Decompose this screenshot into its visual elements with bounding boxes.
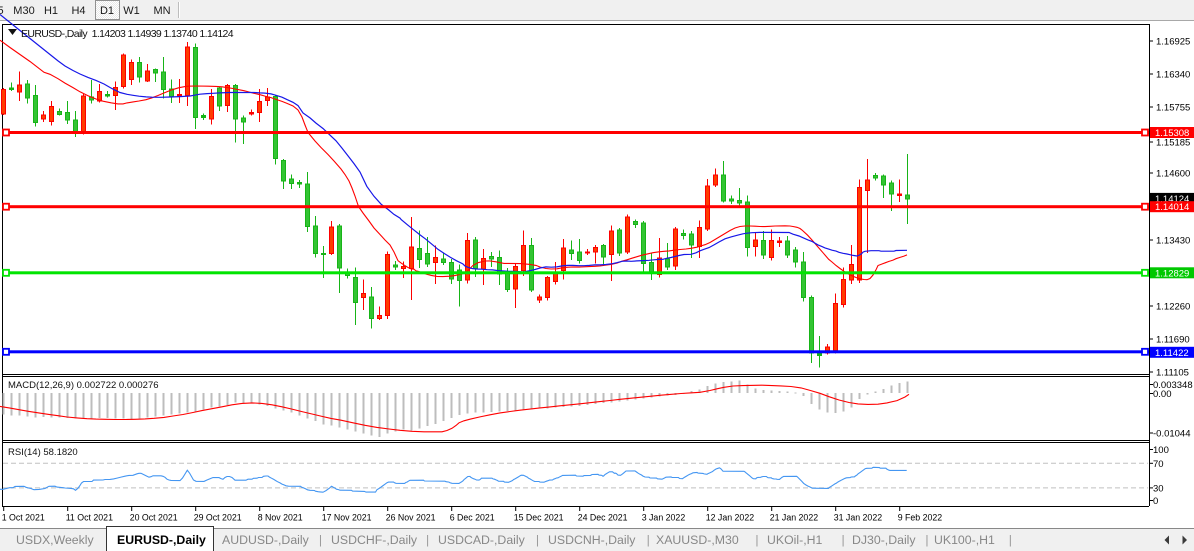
svg-text:EURUSD-,Daily 1.14203 1.14939: EURUSD-,Daily 1.14203 1.14939 1.13740 1.… — [21, 28, 234, 40]
svg-text:1.15308: 1.15308 — [1155, 128, 1189, 139]
svg-text:0: 0 — [1153, 496, 1158, 507]
svg-text:DJ30-,Daily: DJ30-,Daily — [852, 533, 916, 547]
svg-text:17 Nov 2021: 17 Nov 2021 — [322, 512, 372, 522]
svg-text:1.16925: 1.16925 — [1156, 37, 1190, 48]
svg-text:|: | — [842, 533, 845, 547]
svg-text:UK100-,H1: UK100-,H1 — [934, 533, 995, 547]
svg-text:1.12829: 1.12829 — [1155, 268, 1189, 279]
svg-text:USDCAD-,Daily: USDCAD-,Daily — [438, 533, 526, 547]
svg-text:D1: D1 — [100, 5, 114, 17]
svg-text:XAUUSD-,M30: XAUUSD-,M30 — [656, 533, 739, 547]
svg-text:USDX,Weekly: USDX,Weekly — [16, 533, 95, 547]
svg-text:|: | — [1009, 533, 1012, 547]
svg-text:3 Jan 2022: 3 Jan 2022 — [642, 512, 686, 522]
svg-text:|: | — [426, 533, 429, 547]
svg-text:USDCNH-,Daily: USDCNH-,Daily — [548, 533, 636, 547]
svg-text:24 Dec 2021: 24 Dec 2021 — [578, 512, 628, 522]
svg-text:70: 70 — [1153, 459, 1164, 470]
svg-text:29 Oct 2021: 29 Oct 2021 — [194, 512, 242, 522]
svg-text:M30: M30 — [13, 5, 34, 17]
svg-text:1.13430: 1.13430 — [1156, 236, 1190, 247]
svg-text:1.16340: 1.16340 — [1156, 70, 1190, 81]
svg-text:1 Oct 2021: 1 Oct 2021 — [2, 512, 45, 522]
svg-text:9 Feb 2022: 9 Feb 2022 — [898, 512, 943, 522]
svg-text:5: 5 — [0, 5, 4, 17]
svg-text:20 Oct 2021: 20 Oct 2021 — [130, 512, 178, 522]
svg-text:0.00: 0.00 — [1153, 389, 1172, 400]
svg-text:|: | — [647, 533, 650, 547]
svg-text:21 Jan 2022: 21 Jan 2022 — [770, 512, 819, 522]
svg-text:8 Nov 2021: 8 Nov 2021 — [258, 512, 303, 522]
svg-text:0.003348: 0.003348 — [1153, 380, 1193, 391]
svg-text:12 Jan 2022: 12 Jan 2022 — [706, 512, 755, 522]
svg-text:USDCHF-,Daily: USDCHF-,Daily — [331, 533, 418, 547]
svg-text:|: | — [319, 533, 322, 547]
svg-text:AUDUSD-,Daily: AUDUSD-,Daily — [222, 533, 310, 547]
svg-text:UKOil-,H1: UKOil-,H1 — [767, 533, 823, 547]
svg-text:31 Jan 2022: 31 Jan 2022 — [834, 512, 883, 522]
svg-text:-0.01044: -0.01044 — [1153, 429, 1191, 440]
svg-text:26 Nov 2021: 26 Nov 2021 — [386, 512, 436, 522]
svg-text:EURUSD-,Daily: EURUSD-,Daily — [117, 533, 206, 547]
svg-text:MACD(12,26,9) 0.002722 0.00027: MACD(12,26,9) 0.002722 0.000276 — [8, 380, 159, 391]
svg-text:H4: H4 — [71, 5, 85, 17]
svg-text:1.12260: 1.12260 — [1156, 302, 1190, 313]
svg-text:W1: W1 — [123, 5, 140, 17]
svg-text:1.14014: 1.14014 — [1155, 202, 1189, 213]
svg-text:1.15755: 1.15755 — [1156, 103, 1190, 114]
svg-text:1.14600: 1.14600 — [1156, 169, 1190, 180]
svg-text:6 Dec 2021: 6 Dec 2021 — [450, 512, 495, 522]
svg-text:100: 100 — [1153, 445, 1169, 456]
svg-text:30: 30 — [1153, 483, 1164, 494]
svg-text:1.14124: 1.14124 — [1155, 194, 1189, 205]
svg-text:15 Dec 2021: 15 Dec 2021 — [514, 512, 564, 522]
svg-text:H1: H1 — [44, 5, 58, 17]
svg-text:|: | — [755, 533, 758, 547]
svg-text:|: | — [536, 533, 539, 547]
svg-text:1.11422: 1.11422 — [1155, 348, 1189, 359]
svg-text:1.15185: 1.15185 — [1156, 138, 1190, 149]
svg-text:1.11105: 1.11105 — [1156, 368, 1189, 379]
svg-text:MN: MN — [153, 5, 170, 17]
svg-text:|: | — [925, 533, 928, 547]
svg-text:11 Oct 2021: 11 Oct 2021 — [66, 512, 113, 522]
svg-text:RSI(14) 58.1820: RSI(14) 58.1820 — [8, 447, 78, 458]
svg-text:1.11690: 1.11690 — [1156, 335, 1190, 346]
